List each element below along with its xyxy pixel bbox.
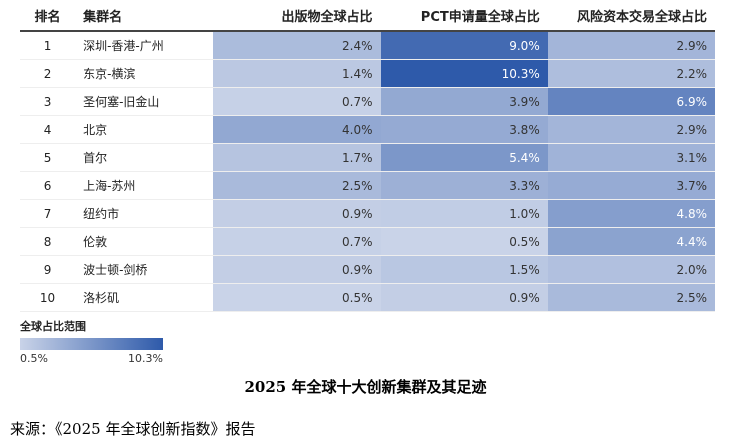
value-cell: 3.1% xyxy=(547,143,715,172)
table-row: 6 上海-苏州 2.5% 3.3% 3.7% xyxy=(20,171,715,200)
value-cell: 1.0% xyxy=(380,199,548,228)
source-note: 来源：《2025 年全球创新指数》报告 xyxy=(10,420,256,438)
value-cell: 2.5% xyxy=(213,171,381,200)
value-cell: 10.3% xyxy=(380,59,548,88)
value-cell: 4.4% xyxy=(547,227,715,256)
value-cell: 5.4% xyxy=(380,143,548,172)
table-row: 9 波士顿-剑桥 0.9% 1.5% 2.0% xyxy=(20,255,715,284)
value-cell: 0.9% xyxy=(213,255,381,284)
table-row: 3 圣何塞-旧金山 0.7% 3.9% 6.9% xyxy=(20,87,715,116)
value-cell: 1.7% xyxy=(213,143,381,172)
header-vc: 风险资本交易全球占比 xyxy=(547,0,715,32)
value-cell: 0.9% xyxy=(380,283,548,312)
value-cell: 0.7% xyxy=(213,227,381,256)
rank-cell: 5 xyxy=(20,143,76,172)
figure-caption: 2025 年全球十大创新集群及其足迹 xyxy=(244,378,487,396)
value-cell: 1.5% xyxy=(380,255,548,284)
color-legend: 全球占比范围 0.5% 10.3% xyxy=(20,318,163,365)
rank-cell: 4 xyxy=(20,115,76,144)
table-row: 4 北京 4.0% 3.8% 2.9% xyxy=(20,115,715,144)
value-cell: 2.0% xyxy=(547,255,715,284)
value-cell: 3.9% xyxy=(380,87,548,116)
rank-cell: 2 xyxy=(20,59,76,88)
cluster-name-cell: 伦敦 xyxy=(75,227,214,256)
value-cell: 2.9% xyxy=(547,31,715,60)
table-row: 10 洛杉矶 0.5% 0.9% 2.5% xyxy=(20,283,715,312)
value-cell: 4.0% xyxy=(213,115,381,144)
value-cell: 6.9% xyxy=(547,87,715,116)
cluster-name-cell: 深圳-香港-广州 xyxy=(75,31,214,60)
header-name: 集群名 xyxy=(75,0,214,32)
cluster-name-cell: 北京 xyxy=(75,115,214,144)
cluster-name-cell: 波士顿-剑桥 xyxy=(75,255,214,284)
rank-cell: 10 xyxy=(20,283,76,312)
rank-cell: 7 xyxy=(20,199,76,228)
value-cell: 2.4% xyxy=(213,31,381,60)
rank-cell: 8 xyxy=(20,227,76,256)
legend-min-label: 0.5% xyxy=(20,352,48,365)
value-cell: 3.3% xyxy=(380,171,548,200)
cluster-name-cell: 洛杉矶 xyxy=(75,283,214,312)
value-cell: 0.7% xyxy=(213,87,381,116)
header-row: 排名 集群名 出版物全球占比 PCT申请量全球占比 风险资本交易全球占比 xyxy=(20,0,715,32)
value-cell: 0.5% xyxy=(213,283,381,312)
cluster-name-cell: 东京-横滨 xyxy=(75,59,214,88)
header-publications: 出版物全球占比 xyxy=(213,0,381,32)
legend-max-label: 10.3% xyxy=(128,352,163,365)
value-cell: 0.9% xyxy=(213,199,381,228)
value-cell: 2.9% xyxy=(547,115,715,144)
cluster-name-cell: 纽约市 xyxy=(75,199,214,228)
header-rank: 排名 xyxy=(20,0,76,32)
cluster-name-cell: 上海-苏州 xyxy=(75,171,214,200)
rank-cell: 3 xyxy=(20,87,76,116)
table-row: 8 伦敦 0.7% 0.5% 4.4% xyxy=(20,227,715,256)
value-cell: 3.8% xyxy=(380,115,548,144)
table-row: 1 深圳-香港-广州 2.4% 9.0% 2.9% xyxy=(20,31,715,60)
value-cell: 1.4% xyxy=(213,59,381,88)
value-cell: 2.5% xyxy=(547,283,715,312)
table-row: 2 东京-横滨 1.4% 10.3% 2.2% xyxy=(20,59,715,88)
table-row: 7 纽约市 0.9% 1.0% 4.8% xyxy=(20,199,715,228)
legend-title: 全球占比范围 xyxy=(20,320,86,333)
value-cell: 4.8% xyxy=(547,199,715,228)
table-row: 5 首尔 1.7% 5.4% 3.1% xyxy=(20,143,715,172)
value-cell: 0.5% xyxy=(380,227,548,256)
value-cell: 2.2% xyxy=(547,59,715,88)
value-cell: 3.7% xyxy=(547,171,715,200)
rank-cell: 6 xyxy=(20,171,76,200)
rank-cell: 9 xyxy=(20,255,76,284)
rank-cell: 1 xyxy=(20,31,76,60)
cluster-name-cell: 首尔 xyxy=(75,143,214,172)
heatmap-table: 排名 集群名 出版物全球占比 PCT申请量全球占比 风险资本交易全球占比 1 深圳… xyxy=(20,0,715,312)
cluster-name-cell: 圣何塞-旧金山 xyxy=(75,87,214,116)
legend-gradient-bar xyxy=(20,338,163,350)
header-pct: PCT申请量全球占比 xyxy=(380,0,548,32)
value-cell: 9.0% xyxy=(380,31,548,60)
